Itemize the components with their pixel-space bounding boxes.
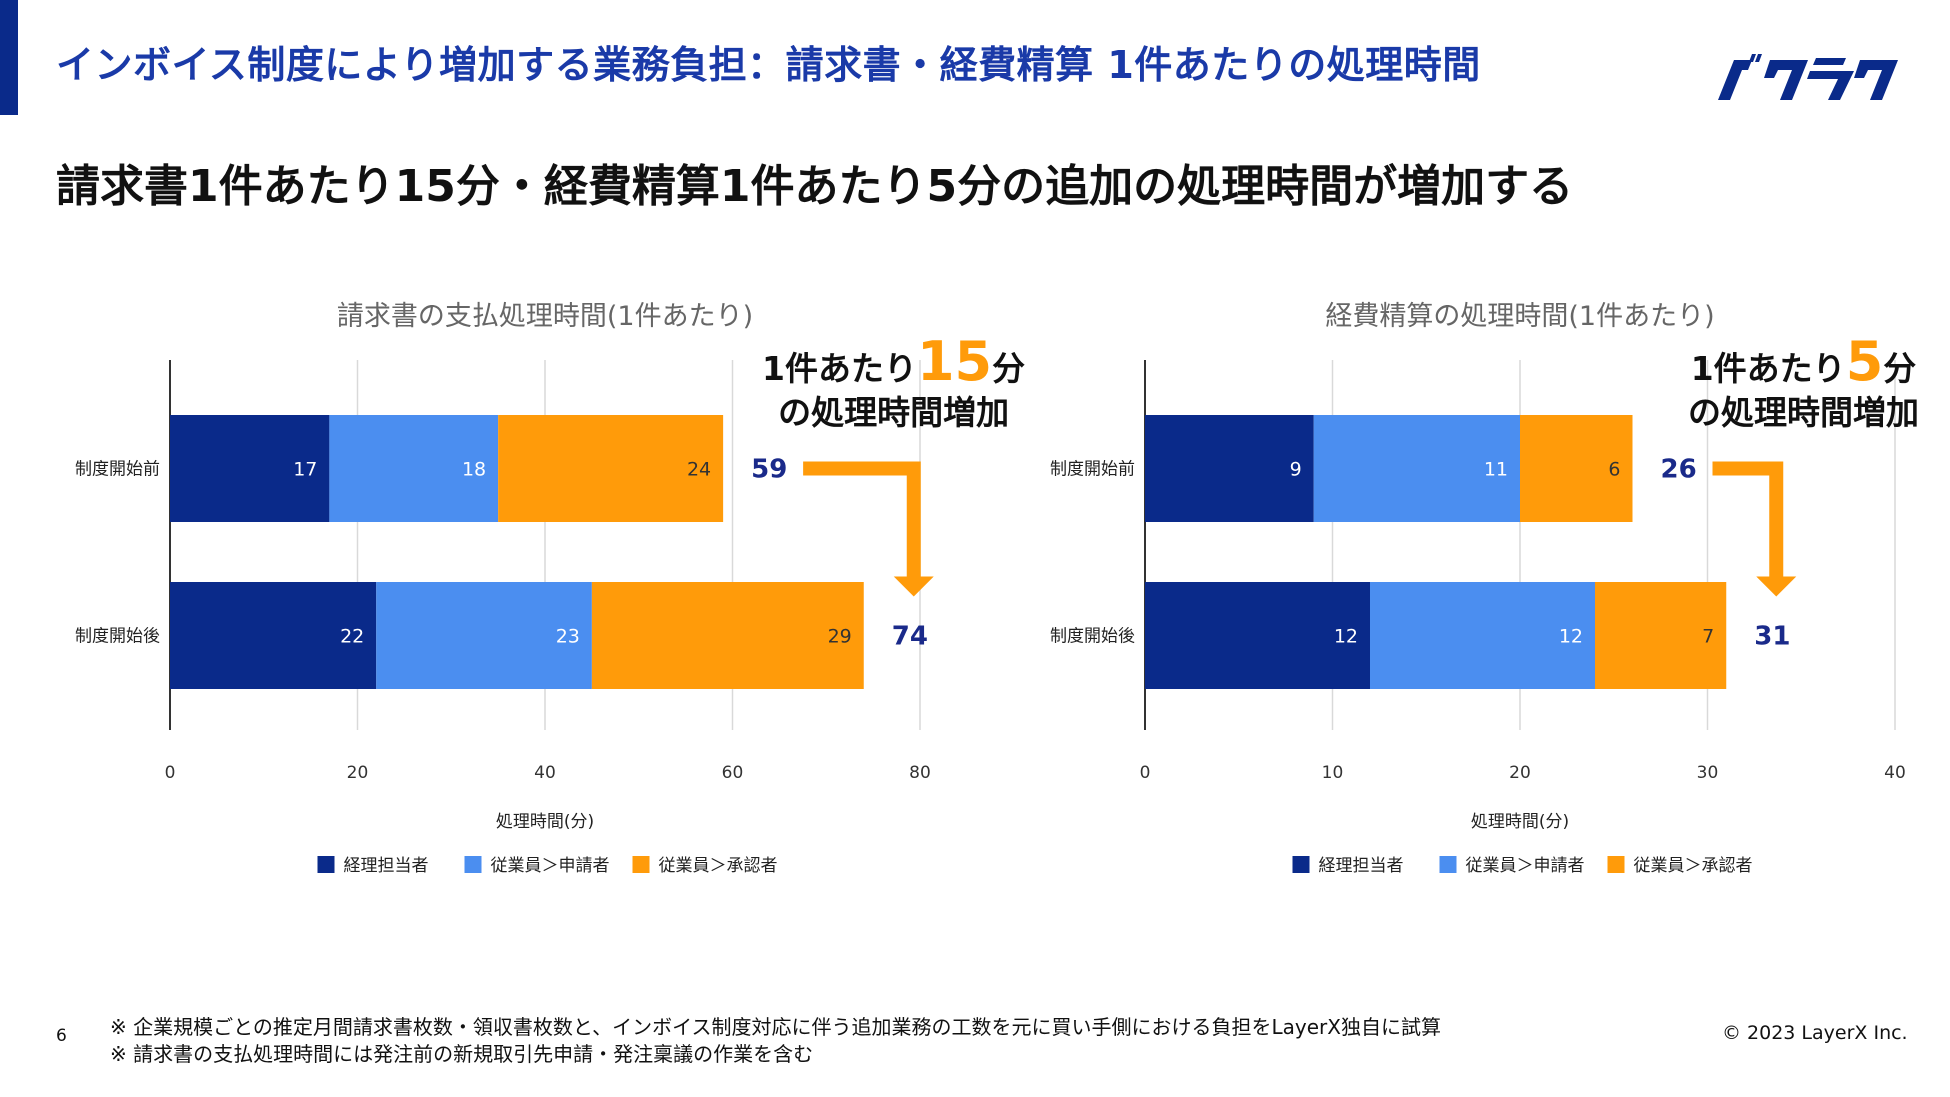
bar-segment bbox=[1595, 582, 1727, 689]
legend-swatch bbox=[464, 856, 482, 873]
total-label: 26 bbox=[1661, 455, 1697, 485]
x-tick-label: 20 bbox=[347, 763, 369, 783]
data-label: 24 bbox=[687, 459, 711, 481]
callout-number: 5 bbox=[1845, 330, 1884, 393]
total-label: 59 bbox=[751, 455, 787, 485]
bar-segment bbox=[1145, 415, 1314, 522]
category-label: 制度開始後 bbox=[1050, 627, 1135, 647]
bar-segment bbox=[329, 415, 499, 522]
callout-prefix: 1件あたり bbox=[762, 349, 917, 388]
x-tick-label: 60 bbox=[722, 763, 744, 783]
headline: 請求書1件あたり15分・経費精算1件あたり5分の追加の処理時間が増加する bbox=[56, 161, 1574, 212]
x-tick-label: 0 bbox=[1140, 763, 1151, 783]
callout-number: 15 bbox=[916, 330, 993, 393]
bar-segment bbox=[1313, 415, 1520, 522]
callout-line2: の処理時間増加 bbox=[1688, 393, 1919, 432]
bar-segment bbox=[376, 582, 592, 689]
x-tick-label: 0 bbox=[165, 763, 176, 783]
x-tick-label: 40 bbox=[1884, 763, 1906, 783]
legend-swatch bbox=[632, 856, 650, 873]
callout-suffix: 分 bbox=[992, 349, 1026, 388]
category-label: 制度開始前 bbox=[1050, 460, 1135, 480]
callout-suffix: 分 bbox=[1883, 349, 1917, 388]
legend-label: 従業員＞承認者 bbox=[1634, 856, 1753, 876]
increase-arrow bbox=[1712, 461, 1797, 597]
bar-segment bbox=[1370, 582, 1595, 689]
legend-swatch bbox=[1292, 856, 1310, 873]
data-label: 23 bbox=[556, 626, 580, 648]
x-axis-label: 処理時間(分) bbox=[1471, 812, 1569, 832]
copyright: © 2023 LayerX Inc. bbox=[1722, 1022, 1908, 1044]
callout-line2: の処理時間増加 bbox=[778, 393, 1010, 432]
footnote-1: ※ 企業規模ごとの推定月間請求書枚数・領収書枚数と、インボイス制度対応に伴う追加… bbox=[110, 1015, 1441, 1039]
chart-expense-processing-time: 経費精算の処理時間(1件あたり) 0 10 20 30 40 制度開始前 9 11 6 26 制度開始… bbox=[1050, 301, 1906, 876]
chart-title: 請求書の支払処理時間(1件あたり) bbox=[337, 301, 753, 332]
total-label: 31 bbox=[1754, 622, 1790, 652]
callout-invoice-increase: 1件あたり15分 の処理時間増加 bbox=[762, 335, 1026, 435]
increase-arrow bbox=[803, 461, 934, 597]
legend-label: 従業員＞申請者 bbox=[491, 856, 610, 876]
legend-swatch bbox=[1439, 856, 1457, 873]
chart-title: 経費精算の処理時間(1件あたり) bbox=[1325, 301, 1714, 332]
category-label: 制度開始前 bbox=[75, 460, 160, 480]
legend-swatch bbox=[1607, 856, 1625, 873]
slide-title: インボイス制度により増加する業務負担：請求書・経費精算 1件あたりの処理時間 bbox=[56, 43, 1481, 87]
chart-invoice-processing-time: 請求書の支払処理時間(1件あたり) 0 20 40 60 80 制度開始前 17 18 24 59 制… bbox=[75, 301, 934, 876]
data-label: 11 bbox=[1484, 459, 1508, 481]
bakuraku-logo bbox=[1718, 54, 1898, 100]
x-axis-label: 処理時間(分) bbox=[496, 812, 594, 832]
callout-expense-increase: 1件あたり5分 の処理時間増加 bbox=[1688, 335, 1919, 435]
footnote-2: ※ 請求書の支払処理時間には発注前の新規取引先申請・発注稟議の作業を含む bbox=[110, 1042, 814, 1066]
total-label: 74 bbox=[892, 622, 928, 652]
bar-segment bbox=[1145, 582, 1370, 689]
category-label: 制度開始後 bbox=[75, 627, 160, 647]
data-label: 7 bbox=[1702, 626, 1714, 648]
data-label: 12 bbox=[1559, 626, 1583, 648]
data-label: 18 bbox=[462, 459, 486, 481]
bar-segment bbox=[498, 415, 724, 522]
data-label: 9 bbox=[1290, 459, 1302, 481]
page-number: 6 bbox=[56, 1026, 67, 1046]
data-label: 17 bbox=[293, 459, 317, 481]
x-tick-label: 30 bbox=[1697, 763, 1719, 783]
data-label: 22 bbox=[340, 626, 364, 648]
data-label: 29 bbox=[828, 626, 852, 648]
x-tick-label: 20 bbox=[1509, 763, 1531, 783]
bar-segment bbox=[1520, 415, 1633, 522]
footnotes: ※ 企業規模ごとの推定月間請求書枚数・領収書枚数と、インボイス制度対応に伴う追加… bbox=[110, 1014, 1441, 1068]
data-label: 6 bbox=[1608, 459, 1620, 481]
bar-segment bbox=[170, 415, 330, 522]
accent-bar bbox=[0, 0, 18, 115]
legend-label: 従業員＞申請者 bbox=[1466, 856, 1585, 876]
legend-label: 従業員＞承認者 bbox=[659, 856, 778, 876]
bar-segment bbox=[170, 582, 377, 689]
data-label: 12 bbox=[1334, 626, 1358, 648]
legend-label: 経理担当者 bbox=[1319, 856, 1404, 876]
x-tick-label: 10 bbox=[1322, 763, 1344, 783]
callout-prefix: 1件あたり bbox=[1690, 349, 1846, 388]
x-tick-label: 40 bbox=[534, 763, 556, 783]
x-tick-label: 80 bbox=[909, 763, 931, 783]
legend-swatch bbox=[317, 856, 335, 873]
bar-segment bbox=[591, 582, 864, 689]
legend-label: 経理担当者 bbox=[344, 856, 429, 876]
